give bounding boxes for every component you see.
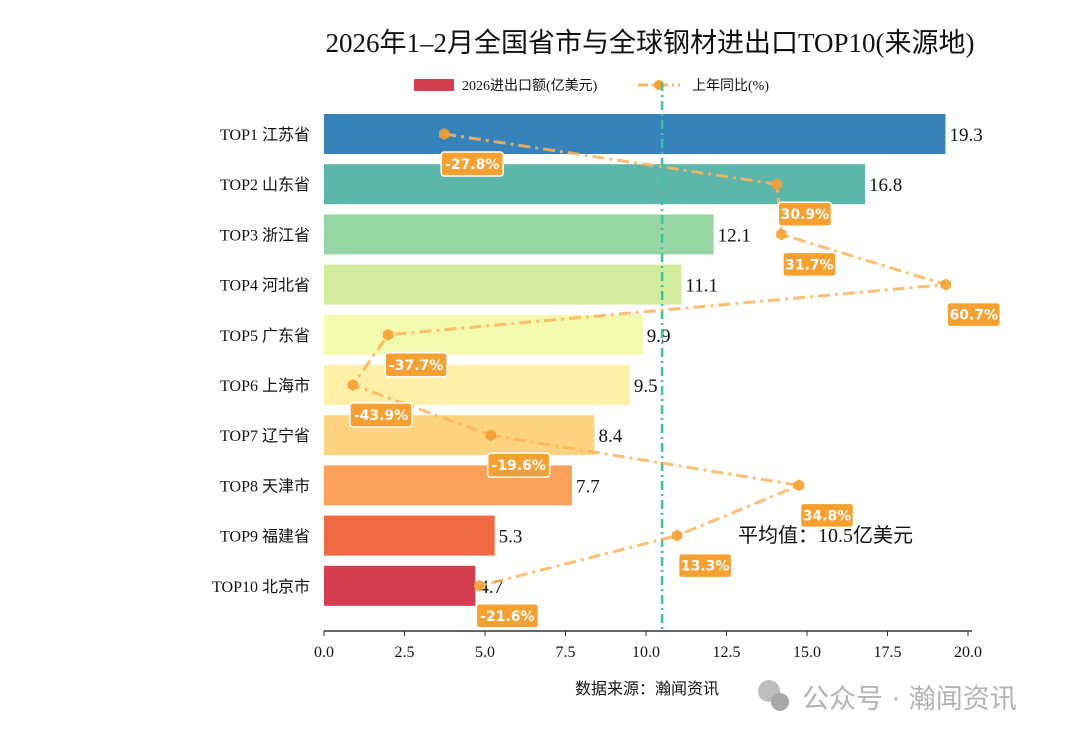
bar-value-label: 12.1	[718, 225, 751, 246]
bar	[324, 314, 643, 355]
yoy-label: -43.9%	[354, 408, 408, 424]
category-label: TOP3 浙江省	[220, 226, 310, 244]
chart-title: 2026年1–2月全国省市与全球钢材进出口TOP10(来源地)	[325, 28, 974, 58]
yoy-label-box	[486, 452, 551, 478]
bar	[324, 214, 714, 255]
x-tick-label: 5.0	[475, 644, 495, 661]
yoy-label-box	[475, 603, 540, 629]
bar	[324, 515, 495, 556]
yoy-label-box	[440, 151, 504, 177]
bar-value-label: 9.9	[647, 326, 671, 347]
yoy-label: -27.8%	[445, 157, 499, 173]
category-label: TOP5 广东省	[220, 327, 310, 345]
yoy-label-box	[677, 552, 733, 579]
bar-value-label: 11.1	[685, 276, 718, 297]
bar-value-label: 9.5	[634, 376, 658, 397]
yoy-label-box	[777, 201, 833, 227]
category-label: TOP4 河北省	[220, 277, 310, 295]
yoy-marker	[940, 278, 951, 291]
bar	[324, 114, 946, 154]
category-label: TOP2 山东省	[220, 176, 310, 194]
x-tick-label: 15.0	[793, 644, 821, 661]
x-tick-label: 10.0	[632, 644, 660, 661]
yoy-label: 34.8%	[803, 508, 852, 524]
watermark: 公众号 · 瀚闻资讯	[758, 680, 1017, 715]
yoy-label-box	[799, 502, 855, 529]
yoy-marker	[793, 479, 805, 492]
yoy-label: 30.9%	[781, 207, 830, 223]
average-label: 平均值：10.5亿美元	[738, 524, 913, 547]
x-tick-label: 20.0	[954, 644, 982, 661]
x-tick-label: 0.0	[314, 644, 334, 661]
category-label: TOP9 福建省	[220, 528, 310, 546]
yoy-label-box	[782, 251, 837, 278]
yoy-label: -37.7%	[389, 358, 443, 374]
category-label: TOP8 天津市	[220, 477, 310, 495]
legend: 2026进出口额(亿美元) 上年同比(%)	[414, 78, 769, 94]
x-tick-label: 2.5	[395, 644, 415, 661]
watermark-text: 公众号 · 瀚闻资讯	[802, 684, 1017, 715]
x-tick-label: 12.5	[713, 644, 741, 661]
legend-label-line: 上年同比(%)	[692, 78, 769, 94]
bar	[324, 164, 865, 205]
yoy-label-box	[384, 352, 448, 378]
yoy-marker	[382, 328, 394, 341]
yoy-label-box	[349, 402, 413, 428]
category-label: TOP1 江苏省	[220, 126, 310, 144]
yoy-marker	[776, 228, 787, 241]
category-label: TOP10 北京市	[212, 578, 310, 596]
bar	[324, 565, 476, 606]
legend-label-bar: 2026进出口额(亿美元)	[462, 78, 598, 94]
yoy-label: -21.6%	[480, 609, 534, 625]
bar	[324, 365, 630, 405]
category-label: TOP7 辽宁省	[220, 427, 310, 445]
legend-swatch-bar	[414, 79, 454, 91]
category-label: TOP6 上海市	[220, 377, 310, 395]
yoy-label: -19.6%	[491, 458, 545, 474]
yoy-label-box	[946, 301, 1002, 328]
bar-value-label: 16.8	[869, 175, 902, 196]
yoy-marker	[771, 178, 783, 191]
bar	[324, 264, 682, 305]
source-note: 数据来源：瀚闻资讯	[575, 680, 719, 698]
yoy-marker	[671, 529, 683, 542]
yoy-label: 31.7%	[785, 257, 834, 273]
yoy-marker	[485, 429, 496, 442]
x-tick-label: 17.5	[874, 644, 902, 661]
bar-value-label: 5.3	[499, 527, 523, 548]
bar-value-label: 19.3	[949, 125, 982, 146]
yoy-label: 60.7%	[949, 308, 998, 324]
yoy-marker	[439, 128, 450, 140]
x-tick-label: 7.5	[556, 644, 576, 661]
bar-value-label: 7.7	[576, 476, 600, 497]
yoy-marker	[474, 579, 485, 592]
yoy-label: 13.3%	[681, 559, 730, 575]
bar-value-label: 8.4	[598, 426, 622, 447]
yoy-marker	[347, 379, 359, 391]
